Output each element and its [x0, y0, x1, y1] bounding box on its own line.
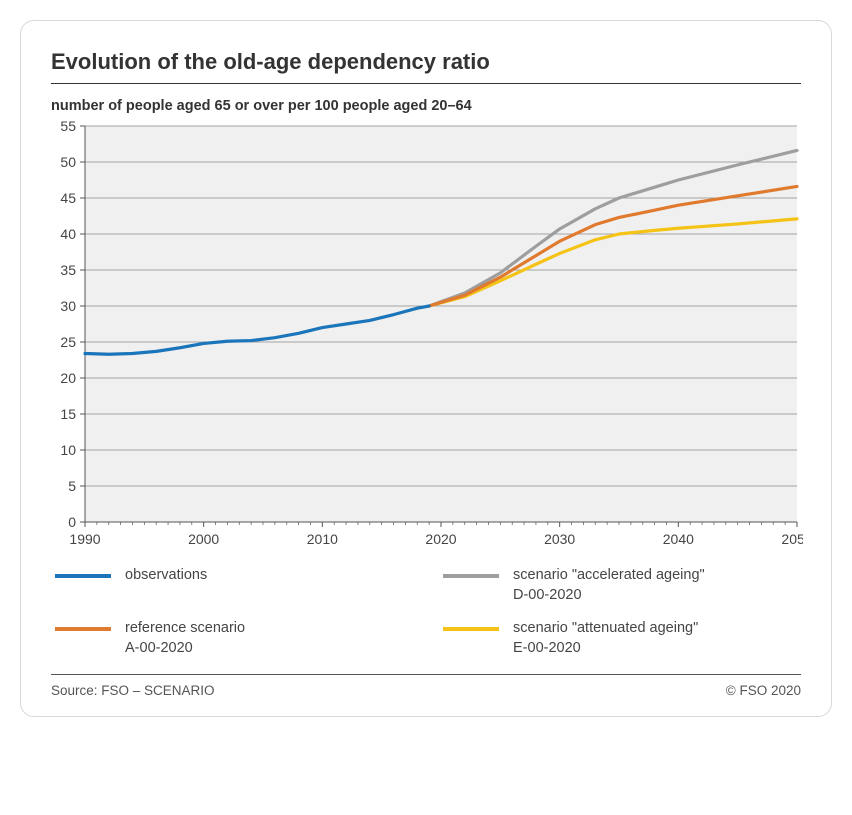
legend-label: observations	[125, 566, 207, 586]
footer-rule	[51, 674, 801, 675]
svg-text:25: 25	[60, 334, 76, 350]
legend-swatch	[55, 574, 111, 578]
svg-text:2010: 2010	[307, 531, 338, 547]
legend-item-observations: observations	[55, 566, 413, 605]
legend-swatch	[443, 627, 499, 631]
legend-swatch	[55, 627, 111, 631]
copyright-text: © FSO 2020	[726, 683, 801, 698]
svg-text:2050: 2050	[781, 531, 803, 547]
svg-text:10: 10	[60, 442, 76, 458]
chart-subtitle: number of people aged 65 or over per 100…	[51, 98, 801, 114]
legend: observations scenario "accelerated ageing…	[55, 566, 801, 658]
svg-text:0: 0	[68, 514, 76, 530]
chart-card: Evolution of the old-age dependency rati…	[20, 20, 832, 717]
svg-text:2040: 2040	[663, 531, 694, 547]
legend-label: reference scenarioA-00-2020	[125, 619, 245, 658]
legend-swatch	[443, 574, 499, 578]
footer: Source: FSO – SCENARIO © FSO 2020	[51, 683, 801, 698]
plot-area: 0 5 10 15 20 25 30 35 40 45 50 55 1990 2000 2010 2020 20…	[51, 120, 803, 550]
title-rule	[51, 83, 801, 84]
svg-text:2030: 2030	[544, 531, 575, 547]
svg-text:20: 20	[60, 370, 76, 386]
source-text: Source: FSO – SCENARIO	[51, 683, 215, 698]
legend-item-reference: reference scenarioA-00-2020	[55, 619, 413, 658]
line-chart-svg: 0 5 10 15 20 25 30 35 40 45 50 55 1990 2000 2010 2020 20…	[51, 120, 803, 550]
svg-text:2020: 2020	[425, 531, 456, 547]
legend-item-attenuated: scenario "attenuated ageing"E-00-2020	[443, 619, 801, 658]
legend-label: scenario "attenuated ageing"E-00-2020	[513, 619, 698, 658]
svg-text:55: 55	[60, 120, 76, 134]
chart-title: Evolution of the old-age dependency rati…	[51, 49, 801, 75]
svg-text:35: 35	[60, 262, 76, 278]
svg-text:45: 45	[60, 190, 76, 206]
svg-text:15: 15	[60, 406, 76, 422]
svg-text:40: 40	[60, 226, 76, 242]
svg-text:1990: 1990	[69, 531, 100, 547]
svg-text:30: 30	[60, 298, 76, 314]
svg-text:5: 5	[68, 478, 76, 494]
legend-item-accelerated: scenario "accelerated ageing"D-00-2020	[443, 566, 801, 605]
svg-text:2000: 2000	[188, 531, 219, 547]
svg-text:50: 50	[60, 154, 76, 170]
legend-label: scenario "accelerated ageing"D-00-2020	[513, 566, 705, 605]
